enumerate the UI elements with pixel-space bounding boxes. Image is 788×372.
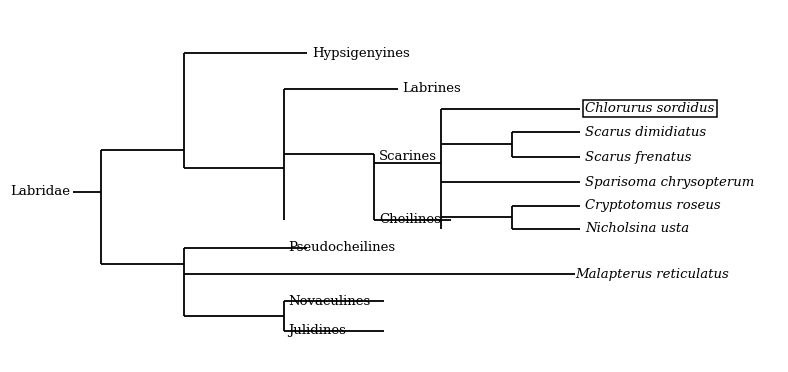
Text: Novaculines: Novaculines [288, 295, 370, 308]
Text: Scarus frenatus: Scarus frenatus [585, 151, 691, 164]
Text: Chlorurus sordidus: Chlorurus sordidus [585, 102, 714, 115]
Text: Labrines: Labrines [403, 82, 461, 95]
Text: Scarus dimidiatus: Scarus dimidiatus [585, 126, 706, 139]
Text: Sparisoma chrysopterum: Sparisoma chrysopterum [585, 176, 754, 189]
Text: Cheilines: Cheilines [379, 213, 440, 226]
Text: Labridae: Labridae [10, 186, 70, 198]
Text: Malapterus reticulatus: Malapterus reticulatus [575, 268, 729, 281]
Text: Cryptotomus roseus: Cryptotomus roseus [585, 199, 720, 212]
Text: Julidines: Julidines [288, 324, 346, 337]
Text: Nicholsina usta: Nicholsina usta [585, 222, 689, 235]
Text: Scarines: Scarines [379, 150, 437, 163]
Text: Hypsigenyines: Hypsigenyines [312, 46, 410, 60]
Text: Pseudocheilines: Pseudocheilines [288, 241, 396, 254]
